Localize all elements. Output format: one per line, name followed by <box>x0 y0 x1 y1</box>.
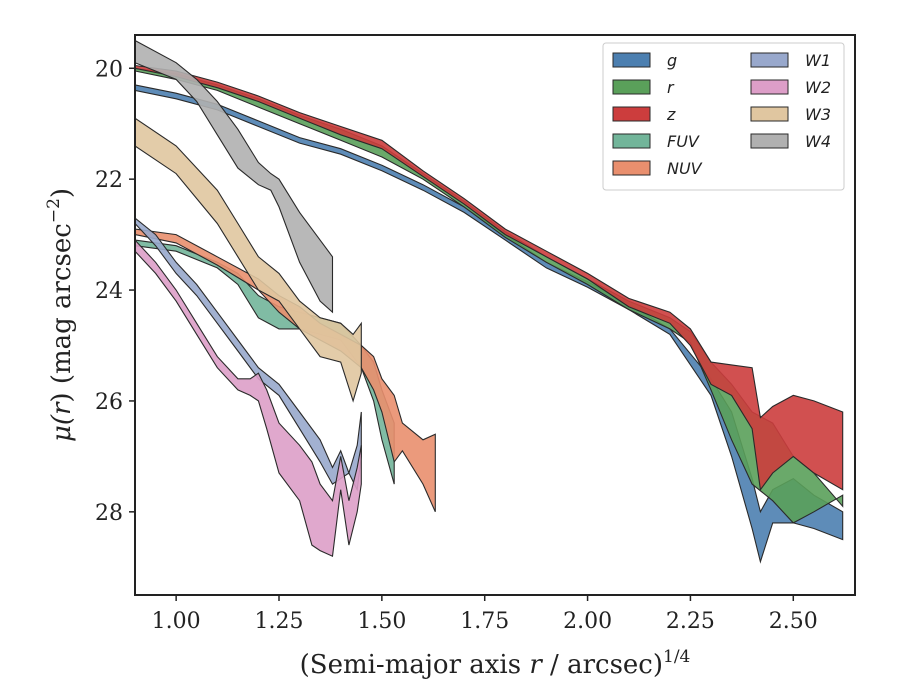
legend-label-w2: W2 <box>805 78 831 97</box>
legend-label-r: r <box>667 78 675 97</box>
legend-swatch-nuv <box>612 160 651 176</box>
band-z <box>135 64 844 492</box>
x-axis-ticks: 1.00 1.25 1.50 1.75 2.00 2.25 2.50 <box>152 595 818 634</box>
profile-bands <box>135 39 844 564</box>
y-axis-ticks: 20 22 24 26 28 <box>95 57 135 526</box>
y-tick-label: 28 <box>95 501 123 526</box>
legend-swatch-r <box>612 79 651 95</box>
y-tick-label: 26 <box>95 390 123 415</box>
legend-swatch-w2 <box>750 79 789 95</box>
y-tick-label: 20 <box>95 57 123 82</box>
legend-swatch-w4 <box>750 133 789 149</box>
legend-swatch-w1 <box>750 52 789 68</box>
band-w3 <box>135 117 362 403</box>
plot-frame <box>134 34 856 596</box>
y-axis-label: μ(r) (mag arcsec−2) <box>44 188 77 442</box>
x-tick-label: 1.75 <box>460 609 509 634</box>
x-tick-label: 2.00 <box>563 609 612 634</box>
legend-label-w4: W4 <box>805 132 831 151</box>
x-tick-label: 2.25 <box>666 609 715 634</box>
band-fuv <box>135 239 395 485</box>
x-tick-label: 2.50 <box>769 609 818 634</box>
legend-label-z: z <box>666 105 676 124</box>
legend-label-fuv: FUV <box>667 132 700 151</box>
legend-label-w3: W3 <box>805 105 831 124</box>
band-w2 <box>135 239 362 558</box>
legend-swatch-fuv <box>612 133 651 149</box>
y-tick-label: 22 <box>95 168 123 193</box>
legend-swatch-w3 <box>750 106 789 122</box>
x-axis-label: (Semi-major axis r / arcsec)1/4 <box>300 647 691 680</box>
legend-label-w1: W1 <box>805 51 831 70</box>
y-tick-label: 24 <box>95 279 123 304</box>
band-w4 <box>135 39 334 314</box>
x-tick-label: 1.50 <box>357 609 406 634</box>
legend-swatch-z <box>612 106 651 122</box>
band-g <box>135 84 844 564</box>
legend: grz FUV NUV W1 W2 W3 W4 <box>602 42 845 191</box>
x-tick-label: 1.00 <box>152 609 201 634</box>
legend-label-nuv: NUV <box>667 159 703 178</box>
legend-swatch-g <box>612 52 651 68</box>
x-tick-label: 1.25 <box>255 609 304 634</box>
legend-label-g: g <box>667 51 677 70</box>
